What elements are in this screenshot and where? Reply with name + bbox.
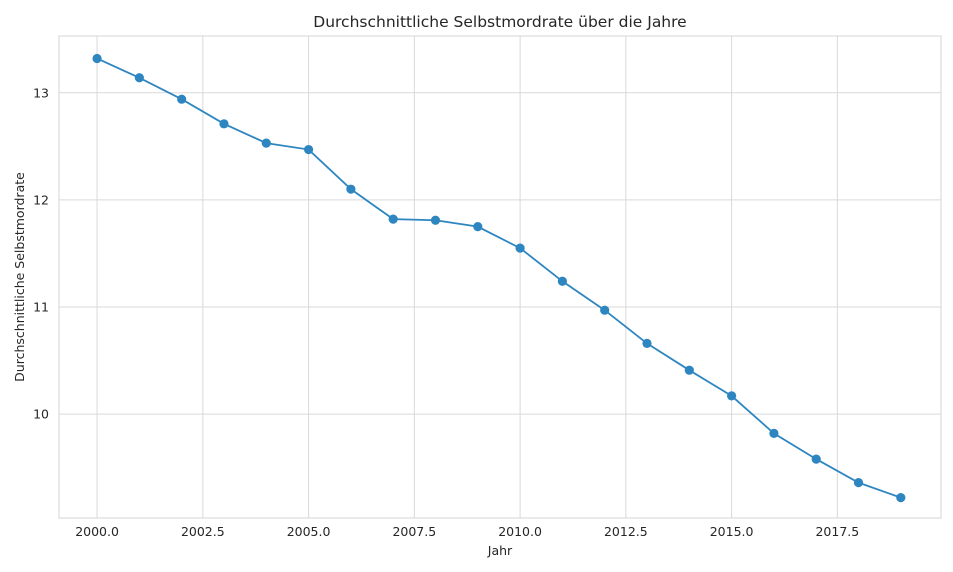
data-point (896, 493, 906, 503)
x-tick-label: 2015.0 (710, 524, 754, 539)
x-tick-label: 2010.0 (498, 524, 542, 539)
x-axis-label: Jahr (487, 543, 513, 558)
plot-frame (58, 35, 942, 519)
data-point (473, 222, 483, 232)
data-point (684, 365, 694, 375)
x-tick-label: 2007.5 (392, 524, 436, 539)
data-point (134, 73, 144, 83)
x-tick-label: 2002.5 (181, 524, 225, 539)
y-tick-label: 10 (33, 407, 49, 422)
chart-title: Durchschnittliche Selbstmordrate über di… (313, 13, 686, 31)
y-tick-label: 12 (33, 192, 49, 207)
data-point (600, 305, 610, 315)
x-axis-ticks: 2000.0 2002.5 2005.0 2007.5 2010.0 2012.5 2015… (75, 524, 859, 539)
y-axis-ticks: 10 11 12 13 (33, 85, 49, 421)
data-point (388, 214, 398, 224)
y-tick-label: 11 (33, 299, 49, 314)
y-tick-label: 13 (33, 85, 49, 100)
data-point (92, 53, 102, 64)
x-tick-label: 2012.5 (604, 524, 648, 539)
data-point (642, 338, 652, 349)
data-point (303, 144, 314, 155)
data-point (727, 391, 737, 401)
series-layer (92, 53, 906, 503)
data-point (430, 215, 441, 225)
data-point (515, 243, 525, 253)
data-point (261, 138, 271, 148)
data-point (346, 184, 356, 194)
x-tick-label: 2000.0 (75, 524, 119, 539)
series-line (96, 57, 902, 499)
y-axis-label: Durchschnittliche Selbstmordrate (12, 172, 27, 382)
data-point (177, 94, 187, 104)
data-point (557, 276, 567, 286)
grid (59, 36, 941, 518)
data-point (769, 428, 779, 438)
data-point (811, 454, 821, 464)
x-tick-label: 2017.5 (815, 524, 859, 539)
data-point (219, 119, 229, 129)
x-tick-label: 2005.0 (287, 524, 331, 539)
data-point (853, 478, 864, 488)
